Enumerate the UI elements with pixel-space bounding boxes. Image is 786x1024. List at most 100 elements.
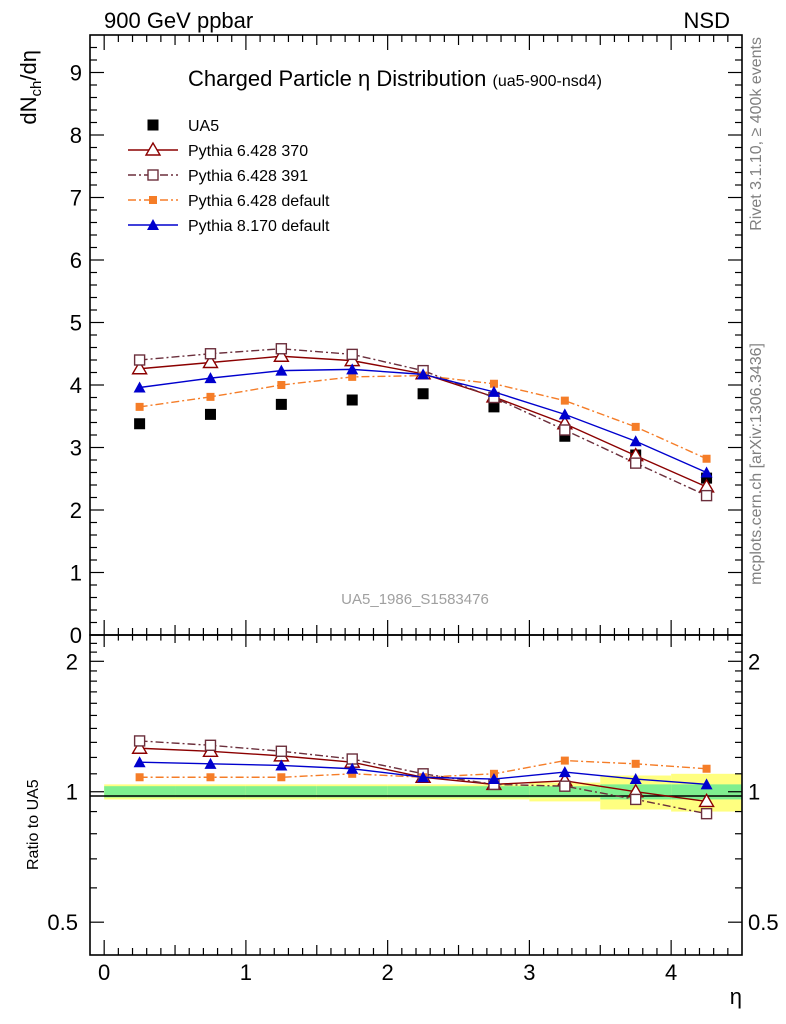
data-point [701,472,713,484]
ratio-y-tick-label: 0.5 [47,910,78,935]
x-tick-label: 4 [665,960,677,985]
data-point [559,780,571,792]
data-point [348,769,357,778]
data-point [204,757,217,769]
side-label-mcplots: mcplots.cern.ch [arXiv:1306.3436] [748,343,765,585]
ratio-y-axis: 0.5 0.5 1 1 2 2 [47,642,779,935]
legend-item: Pythia 6.428 370 [128,141,308,160]
main-y-tick-label: 9 [70,61,82,86]
main-y-tick-label: 0 [70,623,82,648]
data-point [417,368,430,380]
data-point [631,422,640,431]
x-tick-label: 3 [523,960,535,985]
side-label-rivet: Rivet 3.1.10, ≥ 400k events [748,37,765,231]
data-point [206,392,215,401]
data-point [700,489,713,502]
main-y-tick-label: 5 [70,311,82,336]
data-point [489,379,498,388]
legend-label: Pythia 6.428 391 [188,168,308,185]
y-axis-label-rest: /dη [16,50,41,81]
legend-label: UA5 [188,118,219,135]
data-point [144,141,162,156]
data-point [346,363,359,375]
ratio-band-inner [175,786,246,798]
data-point [629,793,642,806]
chart-title: Charged Particle η Distribution (ua5-900… [188,66,602,91]
data-point [133,381,146,393]
series-pythia-8-170-default [133,363,713,478]
data-point [559,430,571,442]
data-point [698,793,715,808]
data-point [702,454,711,463]
main-y-tick-label: 6 [70,248,82,273]
data-point [202,354,219,369]
data-point [560,756,569,765]
data-point [131,739,148,754]
legend-item: Pythia 8.170 default [128,218,330,235]
x-axis-label: η [730,984,742,1009]
series-pythia-8-170-default [133,756,713,790]
y-axis-label-main: dN [16,96,41,124]
main-y-tick-label: 2 [70,498,82,523]
ratio-band-inner [316,786,388,798]
y-axis-label-sub: ch [28,81,45,97]
data-point [700,466,713,478]
watermark: UA5_1986_S1583476 [341,591,489,608]
main-y-tick-label: 8 [70,123,82,148]
data-point [147,119,159,131]
x-tick-label: 1 [240,960,252,985]
data-point [204,408,216,420]
data-point [275,343,288,355]
data-point [135,773,144,782]
data-point [346,348,358,361]
ratio-band-inner [458,786,530,798]
data-point [631,759,640,768]
header-left: 900 GeV ppbar [104,8,253,33]
legend-label: Pythia 6.428 370 [188,143,308,160]
data-point [147,169,159,181]
data-point [700,778,713,790]
ratio-y-tick-label: 2 [66,649,78,674]
main-y-axis: 0 1 2 3 4 5 6 7 8 9 [70,46,742,648]
ratio-y-tick-label: 1 [66,780,78,805]
data-point [277,773,286,782]
series-pythia-6-428-default [135,371,711,463]
series-line [139,374,707,460]
ratio-y-tick-label-right: 0.5 [748,910,779,935]
data-point [558,408,571,420]
series-line [139,740,707,815]
data-point [131,360,148,375]
data-point [133,354,146,366]
data-point [277,381,286,389]
data-point [417,771,430,783]
ratio-y-tick-label-right: 1 [748,780,760,805]
header-right: NSD [684,8,730,33]
series-pythia-6-428-391 [133,735,713,820]
legend-item: Pythia 6.428 default [128,193,330,210]
data-point [559,424,571,436]
series-line [139,348,707,497]
legend-item: UA5 [147,118,219,135]
legend-label: Pythia 6.428 default [188,193,330,210]
data-point [147,219,159,230]
data-point [488,401,500,413]
data-point [275,398,287,410]
data-point [629,435,642,447]
series-pythia-6-428-391 [133,343,713,502]
series-ua5 [134,388,713,484]
data-point [133,735,146,747]
x-axis: 0 1 2 3 4 [98,35,729,985]
chart-subtitle: (ua5-900-nsd4) [493,73,602,90]
data-point [206,773,215,782]
data-point [629,457,642,469]
ratio-series [131,735,715,820]
data-point [487,385,500,397]
data-point [149,196,157,204]
data-point [346,753,358,765]
data-point [204,348,217,360]
legend-item: Pythia 6.428 391 [128,168,308,185]
data-point [346,394,358,406]
data-point [204,372,217,384]
legend-label: Pythia 8.170 default [188,218,330,235]
